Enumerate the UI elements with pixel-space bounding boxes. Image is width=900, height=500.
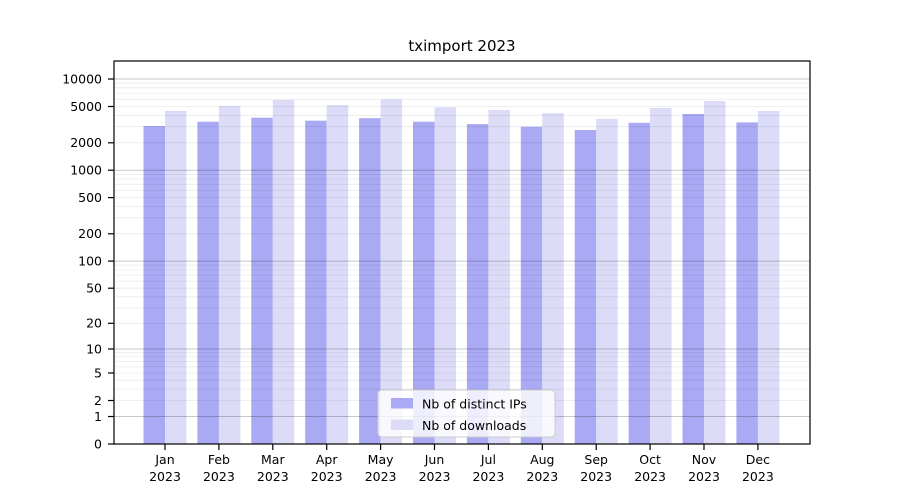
chart-title: tximport 2023 — [408, 37, 515, 55]
y-tick-label: 10 — [86, 341, 102, 356]
bar-distinct-ips-sep — [574, 130, 597, 444]
legend: Nb of distinct IPs Nb of downloads — [377, 389, 556, 438]
bar-downloads-dec — [757, 111, 780, 444]
bar-distinct-ips-oct — [628, 122, 651, 445]
x-tick-label-nov: Nov 2023 — [688, 452, 720, 484]
x-tick-label-aug: Aug 2023 — [526, 452, 558, 484]
x-tick-label-jun: Jun 2023 — [419, 452, 451, 484]
y-tick-label: 20 — [86, 316, 102, 331]
y-tick-label: 2 — [94, 393, 102, 408]
bar-distinct-ips-may — [359, 118, 381, 444]
bar-downloads-nov — [704, 101, 726, 444]
x-tick-label-jan: Jan 2023 — [149, 452, 181, 484]
x-tick-label-feb: Feb 2023 — [203, 452, 235, 484]
legend-swatch-downloads — [391, 419, 413, 430]
y-tick-label: 2000 — [70, 135, 102, 150]
x-tick-label-mar: Mar 2023 — [257, 452, 289, 484]
bar-downloads-jan — [165, 110, 187, 445]
bar-distinct-ips-feb — [197, 121, 219, 444]
bar-distinct-ips-mar — [251, 117, 273, 444]
plot-border — [113, 60, 811, 445]
x-tick-label-sep: Sep 2023 — [580, 452, 612, 484]
x-axis-ticks: Jan 2023 Feb 2023 Mar 2023 Apr 2023 May 2023 Jun 20… — [149, 444, 774, 484]
bar-downloads-jun — [434, 107, 456, 445]
bar-downloads-may — [380, 99, 403, 445]
y-tick-label: 100 — [78, 253, 102, 268]
y-tick-label: 500 — [78, 190, 102, 205]
bar-distinct-ips-jan — [143, 126, 165, 444]
y-tick-label: 0 — [94, 436, 102, 451]
bar-downloads-mar — [272, 100, 295, 444]
y-tick-label: 1000 — [70, 163, 102, 178]
legend-label-downloads: Nb of downloads — [422, 418, 526, 433]
bar-downloads-oct — [650, 107, 672, 445]
bar-distinct-ips-jul — [466, 124, 489, 444]
x-tick-label-may: May 2023 — [365, 452, 397, 484]
y-tick-label: 200 — [78, 226, 102, 241]
gridlines-layer — [114, 78, 810, 417]
y-tick-label: 1 — [94, 409, 102, 424]
x-tick-label-apr: Apr 2023 — [311, 452, 343, 484]
bars-layer — [143, 99, 780, 445]
axes-layer — [113, 60, 811, 445]
y-tick-label: 50 — [86, 281, 102, 296]
y-tick-label: 5000 — [70, 99, 102, 114]
bar-distinct-ips-aug — [520, 126, 543, 444]
bar-distinct-ips-jun — [413, 121, 435, 444]
y-tick-label: 5 — [94, 365, 102, 380]
legend-label-distinct-ips: Nb of distinct IPs — [422, 397, 527, 412]
bar-downloads-aug — [542, 113, 564, 444]
bar-downloads-sep — [596, 118, 618, 445]
y-axis-ticks: 0 12 5 10 20 50 100 200 500 1000 2000 5000 10000 — [62, 71, 114, 451]
legend-box — [377, 389, 556, 438]
bar-distinct-ips-dec — [736, 122, 758, 445]
x-tick-label-dec: Dec 2023 — [742, 452, 774, 484]
bar-downloads-apr — [326, 105, 349, 444]
legend-swatch-distinct-ips — [391, 398, 413, 409]
x-tick-label-jul: Jul 2023 — [472, 452, 504, 484]
bar-distinct-ips-apr — [305, 120, 327, 444]
y-tick-label: 10000 — [62, 71, 102, 86]
bar-distinct-ips-nov — [682, 114, 704, 444]
x-tick-label-oct: Oct 2023 — [634, 452, 666, 484]
bar-downloads-jul — [488, 110, 510, 444]
bar-downloads-feb — [218, 105, 241, 445]
